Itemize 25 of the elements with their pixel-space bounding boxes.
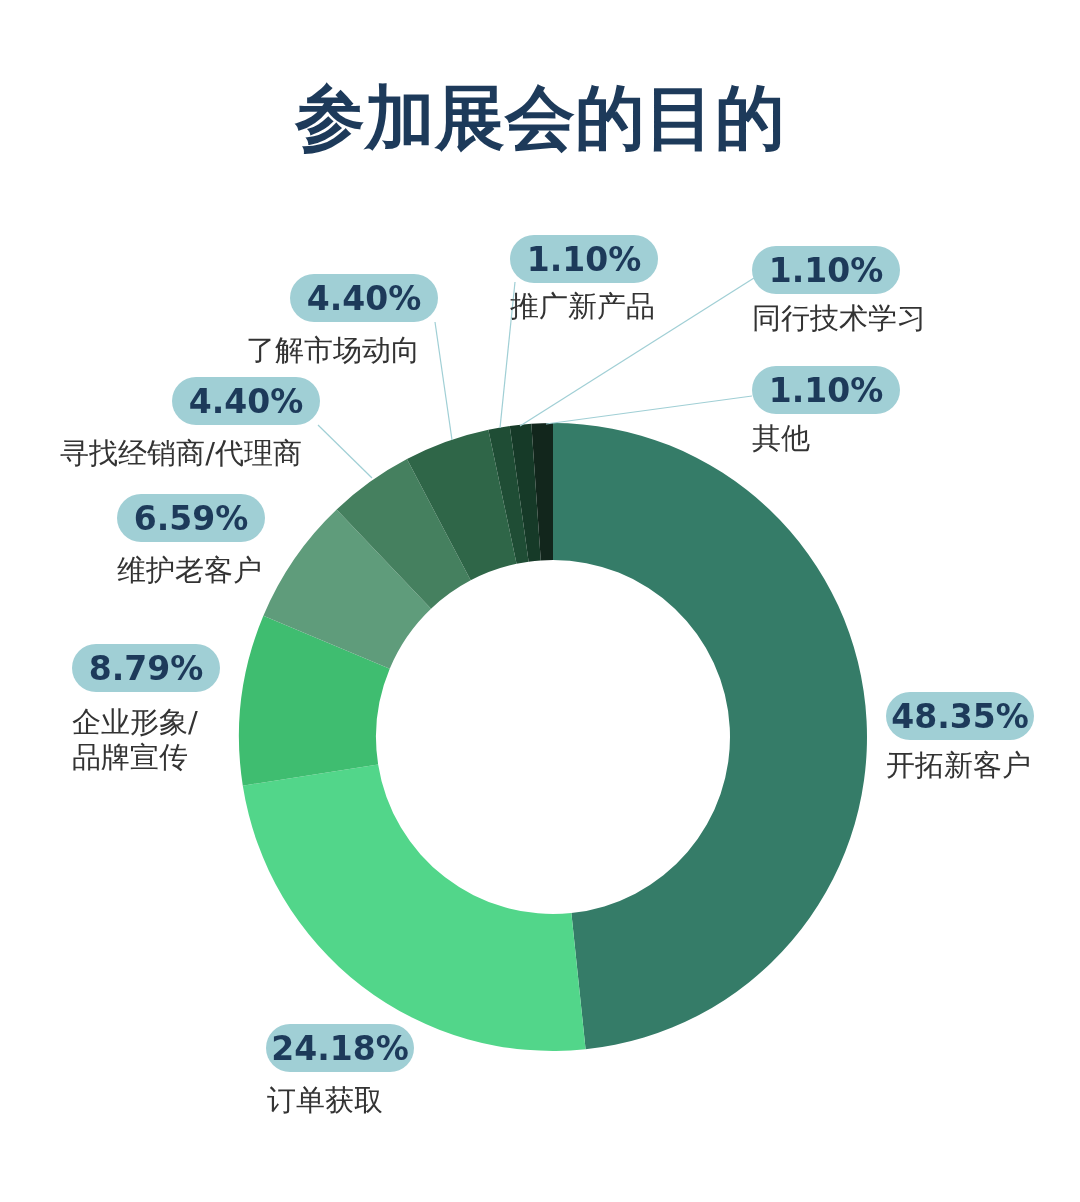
donut-slice bbox=[553, 423, 867, 1050]
slice-label: 推广新产品 bbox=[510, 289, 655, 323]
data-label: 1.10% bbox=[768, 250, 884, 290]
data-label: 4.40% bbox=[306, 278, 422, 318]
chart-title: 参加展会的目的 bbox=[294, 77, 785, 159]
donut-slice bbox=[406, 429, 517, 581]
slice-label: 同行技术学习 bbox=[752, 301, 926, 335]
slice-label: 维护老客户 bbox=[117, 553, 262, 587]
slice-label: 企业形象/品牌宣传 bbox=[72, 705, 198, 774]
slice-label: 其他 bbox=[752, 421, 810, 455]
data-label: 4.40% bbox=[188, 381, 304, 421]
slice-label: 开拓新客户 bbox=[886, 748, 1031, 782]
data-label: 8.79% bbox=[88, 648, 204, 688]
data-label: 1.10% bbox=[768, 370, 884, 410]
data-label: 1.10% bbox=[526, 239, 642, 279]
donut-slice bbox=[239, 615, 390, 786]
slice-label: 寻找经销商/代理商 bbox=[60, 436, 302, 470]
slice-label: 订单获取 bbox=[267, 1083, 383, 1117]
slice-label: 了解市场动向 bbox=[246, 333, 420, 367]
data-label: 6.59% bbox=[133, 498, 249, 538]
donut-slice bbox=[488, 426, 529, 564]
donut-slice bbox=[336, 459, 471, 609]
donut-slice bbox=[263, 509, 432, 669]
donut-slice bbox=[531, 423, 553, 561]
donut-slice bbox=[509, 423, 541, 562]
